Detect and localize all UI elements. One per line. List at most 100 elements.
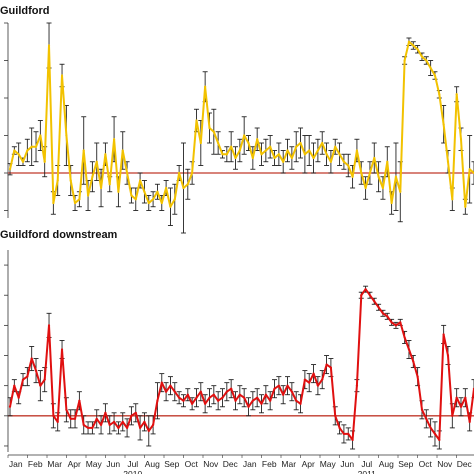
top-data-point bbox=[446, 160, 450, 163]
top-data-point bbox=[273, 156, 276, 160]
bottom-data-point bbox=[407, 348, 411, 351]
top-data-point bbox=[368, 171, 372, 175]
top-data-point bbox=[438, 93, 441, 96]
top-data-point bbox=[312, 156, 315, 160]
top-data-point bbox=[95, 160, 98, 163]
bottom-data-point bbox=[73, 417, 77, 420]
bottom-data-point bbox=[264, 393, 267, 396]
bottom-data-point bbox=[282, 393, 285, 396]
x-axis-month-label: Jul bbox=[127, 459, 138, 469]
top-data-point bbox=[351, 175, 354, 178]
bottom-data-point bbox=[47, 324, 51, 327]
top-data-point bbox=[191, 171, 194, 175]
bottom-data-point bbox=[138, 426, 142, 429]
top-data-point bbox=[208, 126, 211, 130]
bottom-data-point bbox=[364, 288, 367, 291]
top-data-point bbox=[17, 153, 20, 156]
top-data-point bbox=[125, 171, 129, 175]
bottom-data-point bbox=[308, 381, 311, 384]
top-data-point bbox=[86, 194, 90, 197]
bottom-data-point bbox=[238, 393, 241, 396]
top-data-point bbox=[290, 156, 293, 160]
top-data-point bbox=[186, 183, 189, 186]
top-data-point bbox=[60, 74, 64, 77]
bottom-data-point bbox=[338, 426, 341, 429]
top-data-point bbox=[78, 198, 81, 201]
top-data-point bbox=[199, 141, 202, 145]
x-axis-month-label: Dec bbox=[223, 459, 239, 469]
x-axis-month-label: Oct bbox=[419, 459, 433, 469]
bottom-data-point bbox=[251, 399, 254, 402]
bottom-data-point bbox=[56, 420, 59, 423]
bottom-data-point bbox=[152, 423, 155, 426]
top-panel-title: Guildford bbox=[0, 5, 50, 17]
bottom-data-point bbox=[34, 369, 38, 372]
bottom-data-point bbox=[247, 405, 250, 408]
bottom-data-point bbox=[204, 402, 207, 405]
top-data-point bbox=[56, 179, 59, 182]
bottom-data-point bbox=[342, 432, 346, 436]
bottom-data-point bbox=[425, 417, 428, 420]
top-data-point bbox=[429, 66, 432, 70]
bottom-data-point bbox=[125, 426, 129, 429]
top-data-point bbox=[264, 149, 267, 152]
bottom-data-point bbox=[442, 333, 445, 336]
top-data-point bbox=[355, 149, 359, 152]
top-data-point bbox=[325, 153, 328, 156]
bottom-data-point bbox=[191, 402, 194, 405]
top-data-point bbox=[347, 164, 350, 167]
bottom-data-point bbox=[316, 384, 319, 387]
bottom-data-point bbox=[290, 390, 293, 393]
bottom-panel-series-line bbox=[9, 288, 474, 441]
top-data-point bbox=[39, 134, 42, 137]
top-data-point bbox=[451, 198, 454, 201]
top-data-point bbox=[73, 201, 77, 205]
bottom-data-point bbox=[82, 423, 85, 426]
x-axis-month-label: Nov bbox=[437, 459, 453, 469]
bottom-data-point bbox=[230, 387, 233, 390]
bottom-data-point bbox=[325, 363, 328, 366]
bottom-data-point bbox=[156, 399, 159, 402]
bottom-data-point bbox=[334, 414, 337, 417]
top-data-point bbox=[43, 160, 46, 163]
top-data-point bbox=[225, 153, 228, 156]
top-data-point bbox=[269, 145, 272, 148]
top-data-point bbox=[334, 145, 337, 148]
top-data-point bbox=[112, 138, 116, 141]
bottom-data-point bbox=[277, 384, 280, 387]
top-data-point bbox=[403, 59, 406, 62]
top-data-point bbox=[134, 198, 137, 201]
bottom-data-point bbox=[429, 426, 432, 429]
bottom-data-point bbox=[256, 396, 259, 399]
top-data-point bbox=[217, 141, 220, 145]
bottom-data-point bbox=[368, 294, 372, 297]
top-data-point bbox=[204, 85, 207, 88]
bottom-data-point bbox=[165, 390, 168, 393]
bottom-panel-title: Guildford downstream bbox=[0, 229, 118, 241]
top-data-point bbox=[329, 160, 332, 163]
top-data-point bbox=[316, 149, 319, 152]
x-axis-month-label: Apr bbox=[68, 459, 81, 469]
bottom-data-point bbox=[91, 426, 94, 429]
bottom-panel-y-ticks bbox=[4, 264, 8, 447]
top-data-point bbox=[104, 153, 107, 156]
top-data-point bbox=[165, 186, 168, 190]
bottom-data-point bbox=[8, 405, 12, 408]
bottom-data-point bbox=[195, 396, 198, 399]
top-data-point bbox=[386, 160, 389, 163]
top-data-point bbox=[390, 201, 393, 205]
top-data-point bbox=[173, 198, 176, 201]
top-data-point bbox=[251, 156, 254, 160]
top-data-point bbox=[260, 153, 263, 156]
top-data-point bbox=[69, 179, 72, 182]
bottom-data-point bbox=[269, 399, 272, 402]
x-axis-month-label: Dec bbox=[457, 459, 473, 469]
top-data-point bbox=[234, 156, 237, 160]
bottom-data-point bbox=[65, 408, 68, 411]
top-data-point bbox=[34, 145, 38, 148]
x-axis-month-label: Nov bbox=[203, 459, 219, 469]
bottom-data-point bbox=[13, 384, 16, 387]
top-data-point bbox=[47, 44, 51, 47]
bottom-data-point bbox=[217, 399, 220, 402]
bottom-data-point bbox=[394, 324, 398, 327]
